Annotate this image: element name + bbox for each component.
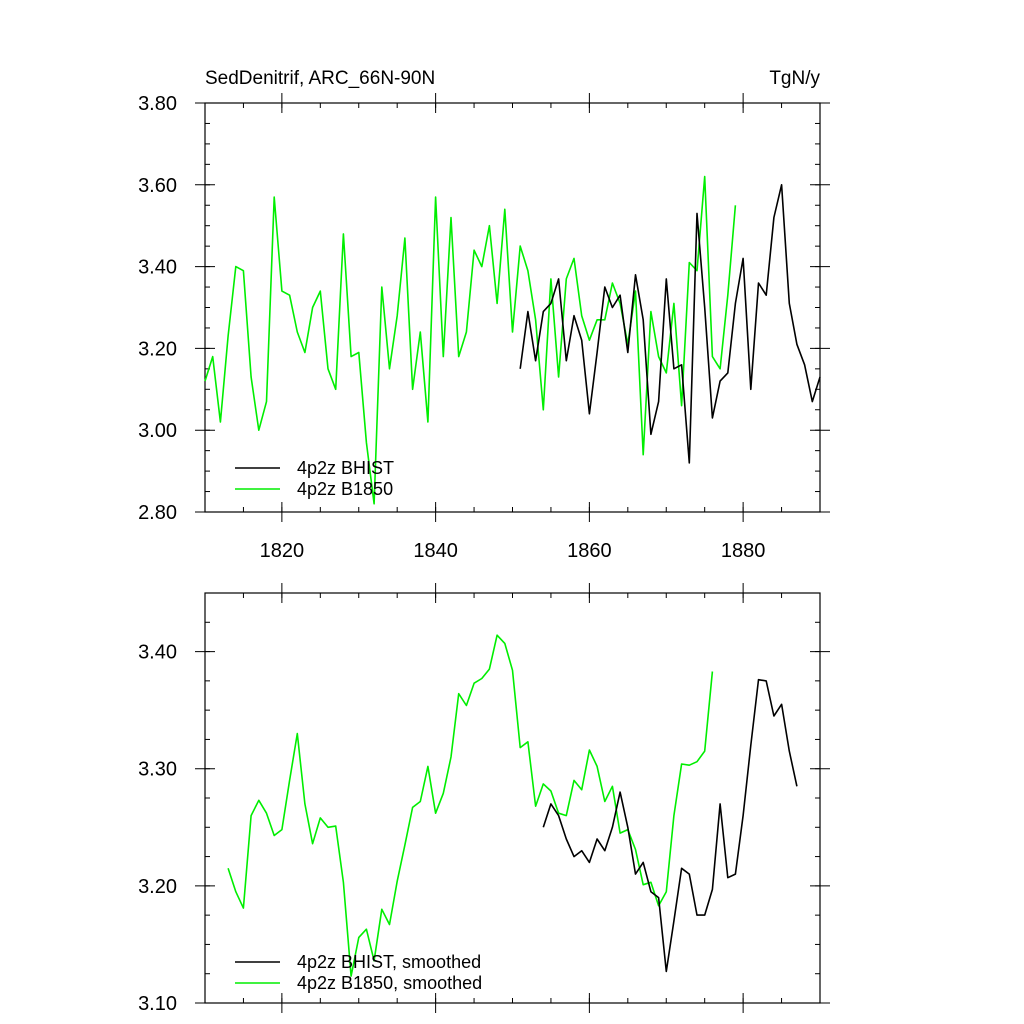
series-line-0 [542,678,798,973]
x-tick-label: 1820 [260,540,305,562]
series-line-1 [204,175,737,505]
bottom-plot-frame [204,592,821,1004]
y-tick-label: 3.60 [138,175,177,197]
y-tick-label: 3.00 [138,420,177,442]
legend-label-0: 4p2z BHIST [297,458,394,478]
bottom-series-lines [227,634,798,977]
top-series-lines [204,175,821,505]
x-tick-label: 1860 [567,540,612,562]
legend-label-1: 4p2z B1850 [297,479,393,499]
top-plot-frame [204,102,821,513]
y-tick-label: 2.80 [138,502,177,524]
bottom-panel: 3.10 3.20 3.30 3.40 4p2z BHIST, smoothed4p2… [138,583,830,1015]
y-tick-label: 3.10 [138,993,177,1015]
y-tick-label: 3.40 [138,257,177,279]
y-tick-label: 3.40 [138,642,177,664]
y-tick-label: 3.20 [138,338,177,360]
y-tick-label: 3.80 [138,93,177,115]
series-line-1 [227,634,714,977]
legend-label-0: 4p2z BHIST, smoothed [297,952,481,972]
top-panel-units: TgN/y [769,68,820,89]
y-tick-label: 3.20 [138,876,177,898]
series-line-0 [519,184,821,464]
x-tick-label: 1840 [413,540,458,562]
y-tick-label: 3.30 [138,759,177,781]
bottom-axis-ticks: 3.10 3.20 3.30 3.40 [138,583,830,1015]
legend-label-1: 4p2z B1850, smoothed [297,973,482,993]
top-panel: SedDenitrif, ARC_66N-90N TgN/y 2.80 3.00 3… [138,68,830,562]
x-tick-label: 1880 [721,540,766,562]
top-panel-title: SedDenitrif, ARC_66N-90N [205,68,435,89]
top-axis-ticks: 2.80 3.00 3.20 3.40 3.60 3.80 1820 1840 1860 1880 [138,93,830,562]
